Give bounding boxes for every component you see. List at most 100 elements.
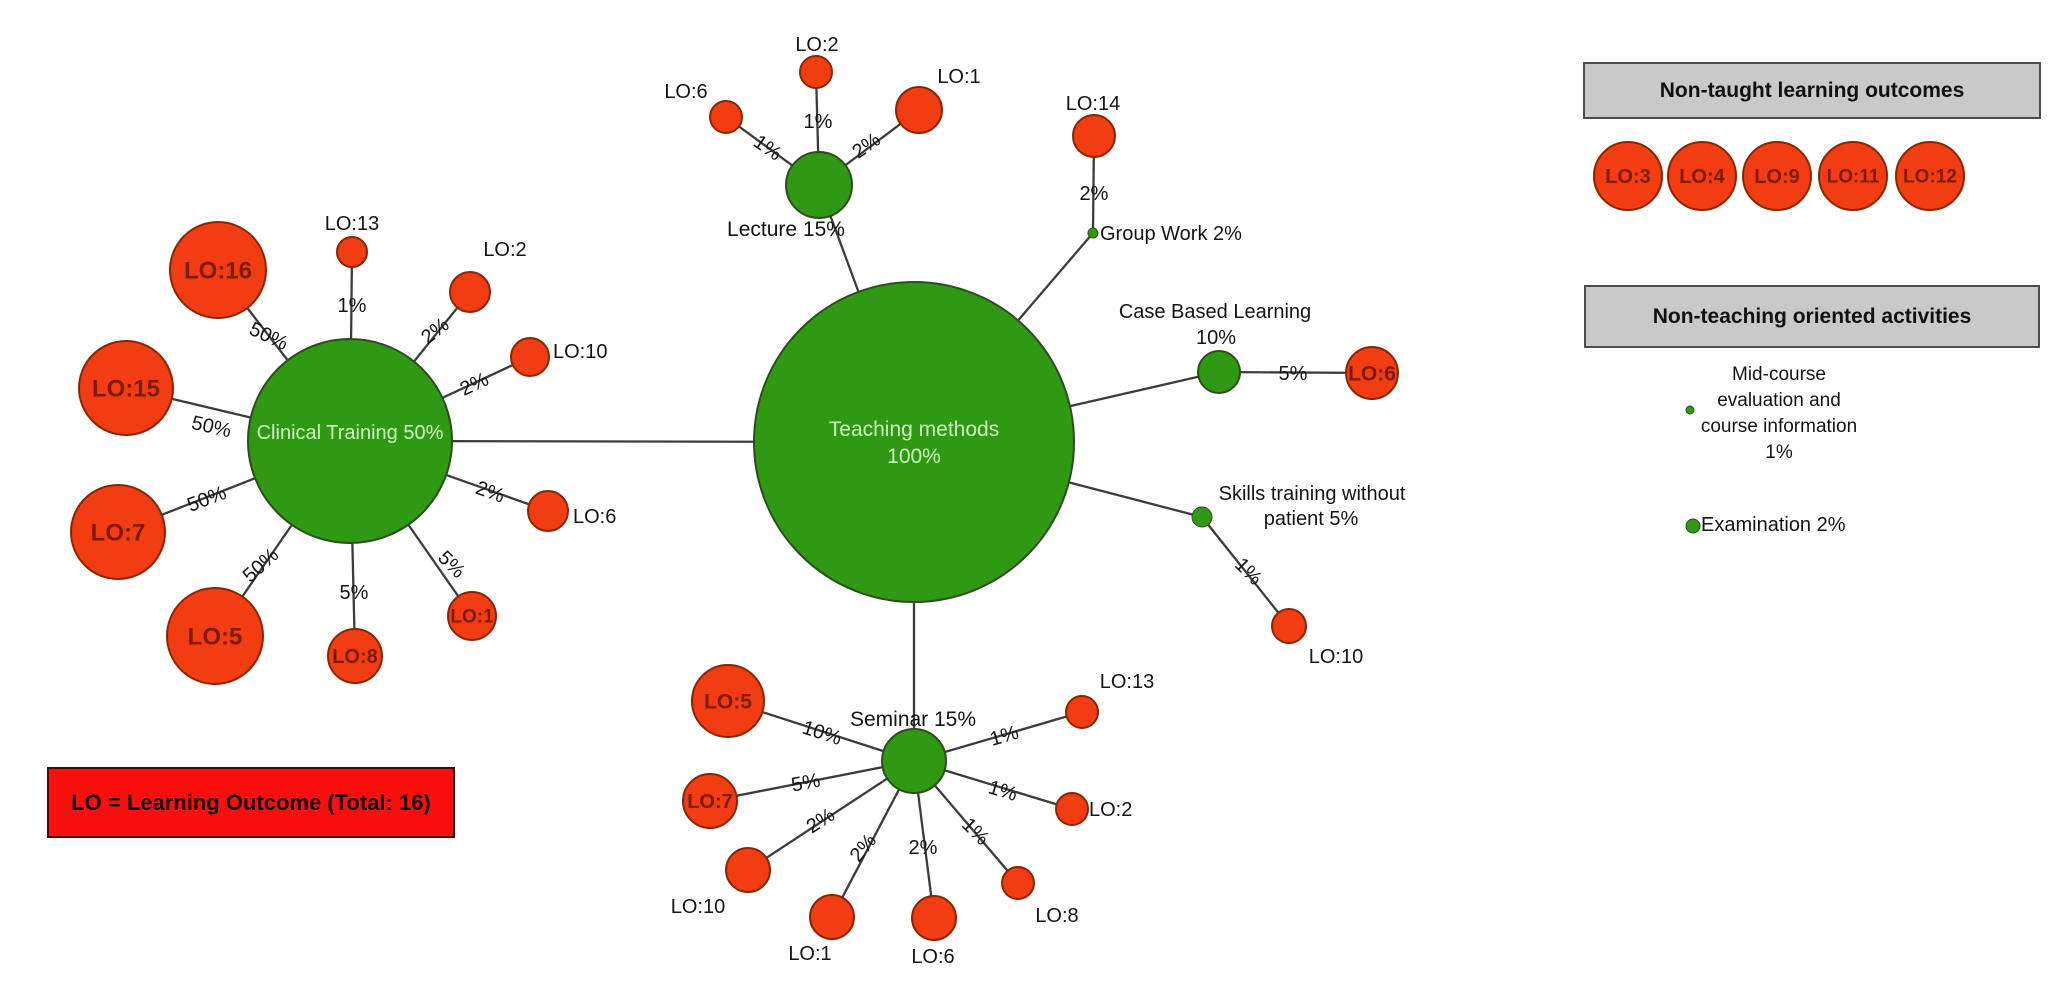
examination-label: Examination 2% [1701,514,1846,536]
diagram-label-20: LO:2 [1089,799,1132,821]
node-r12 [1895,141,1965,211]
midcourse-evaluation-label: Mid-course evaluation and course informa… [1700,364,1858,463]
node-seminar [881,728,947,794]
node-l1lec [895,86,943,134]
diagram-label-6: Seminar 15% [850,708,976,731]
node-r11 [1818,141,1888,211]
edge-label-clinical-l16: 50% [246,318,292,355]
node-teaching [753,281,1075,603]
node-label-clinical: Clinical Training 50% [257,422,444,444]
node-label-r9: LO:9 [1754,166,1800,188]
edge-skills-l10sk [1201,516,1290,627]
edge-label-clinical-l8L: 5% [340,582,369,604]
node-l1L [447,591,497,641]
node-l2s [1055,792,1089,826]
node-l8s [1001,866,1035,900]
edge-label-clinical-l13L: 1% [338,295,367,317]
edge-seminar-l7s [709,759,915,803]
node-label-l5s: LO:5 [704,690,752,713]
node-l6s [911,895,957,941]
node-label-r3: LO:3 [1605,166,1651,188]
non-taught-header-label: Non-taught learning outcomes [1659,78,1965,102]
edge-label-clinical-l6L: 2% [473,477,508,508]
node-r3 [1593,141,1663,211]
diagram-label-12: LO:2 [795,34,838,56]
legend-box: LO = Learning Outcome (Total: 16) [47,767,455,838]
node-label-l15: LO:15 [92,375,160,402]
node-l7 [70,484,166,580]
node-l13L [336,236,368,268]
edge-label-seminar-l2s: 1% [986,777,1020,807]
node-label-l1L: LO:1 [450,607,494,628]
diagram-label-19: LO:8 [1035,905,1078,927]
diagram-label-10: LO:6 [573,506,616,528]
node-l16 [169,221,267,319]
node-label-l5: LO:5 [188,623,243,650]
edge-label-seminar-l6s: 2% [909,837,938,859]
edge-seminar-l10s [747,760,915,871]
edge-label-seminar-l13s: 1% [987,722,1021,751]
node-lecture [785,151,853,219]
node-l15 [78,340,174,436]
node-label-l7s: LO:7 [687,791,733,813]
diagram-label-13: LO:1 [937,66,980,88]
edge-label-seminar-l10s: 2% [803,804,839,838]
non-taught-header: Non-taught learning outcomes [1583,62,2041,119]
edge-label-lecture-l2lec: 1% [804,111,833,133]
diagram-label-11: LO:6 [664,81,707,103]
diagram-label-4: Skills training without [1219,483,1406,505]
diagram-label-1: Group Work 2% [1100,223,1242,245]
non-teaching-header-label: Non-teaching oriented activities [1652,304,1972,328]
node-l10s [725,847,771,893]
node-l2L [449,271,491,313]
edge-label-clinical-l7: 50% [184,482,229,517]
diagram-label-3: 10% [1196,327,1236,349]
node-label-r4: LO:4 [1679,166,1725,188]
diagram-label-17: LO:1 [788,943,831,965]
edge-label-cbl-l6cbl: 5% [1279,363,1308,385]
node-l1s [809,894,855,940]
diagram-label-2: Case Based Learning [1119,301,1311,323]
edge-label-clinical-l10L: 2% [457,368,493,400]
node-label-l16: LO:16 [184,257,252,284]
node-l13s [1065,695,1099,729]
node-r9 [1742,141,1812,211]
node-l7s [682,773,738,829]
diagram-label-5: patient 5% [1264,508,1359,530]
edge-label-seminar-l7s: 5% [790,770,823,797]
diagram-label-7: LO:13 [325,213,379,235]
node-l14 [1072,114,1116,158]
node-l8L [327,628,383,684]
edge-label-groupwork-l14: 2% [1080,183,1109,205]
non-teaching-header: Non-teaching oriented activities [1584,285,2040,348]
node-l10sk [1271,608,1307,644]
node-label-l6cbl: LO:6 [1348,362,1396,385]
diagram-label-15: LO:10 [1309,646,1363,668]
node-clinical [247,338,453,544]
node-label-l7: LO:7 [91,519,146,546]
edge-label-clinical-l5: 50% [239,544,284,587]
diagram-label-9: LO:10 [553,341,607,363]
edge-label-clinical-l1L: 5% [433,547,469,583]
node-l6lec [709,100,743,134]
node-label-r12: LO:12 [1903,167,1957,188]
node-label-r11: LO:11 [1827,167,1880,188]
node-l6L [527,490,569,532]
legend-label: LO = Learning Outcome (Total: 16) [71,789,431,815]
diagram-label-21: LO:13 [1100,671,1154,693]
node-midcourse-dot [1685,405,1695,415]
edge-label-lecture-l6lec: 1% [749,131,785,166]
edge-label-clinical-l15: 50% [189,412,233,442]
diagram-label-14: LO:14 [1066,93,1120,115]
node-cbl [1197,350,1241,394]
edge-label-seminar-l5s: 10% [799,717,844,750]
diagram-label-8: LO:2 [483,239,526,261]
diagram-label-18: LO:6 [911,946,954,968]
node-label-teaching: 100% [887,445,941,468]
node-l2lec [799,55,833,89]
diagram-label-0: Lecture 15% [727,218,845,241]
node-skills [1191,506,1213,528]
node-l10L [510,337,550,377]
